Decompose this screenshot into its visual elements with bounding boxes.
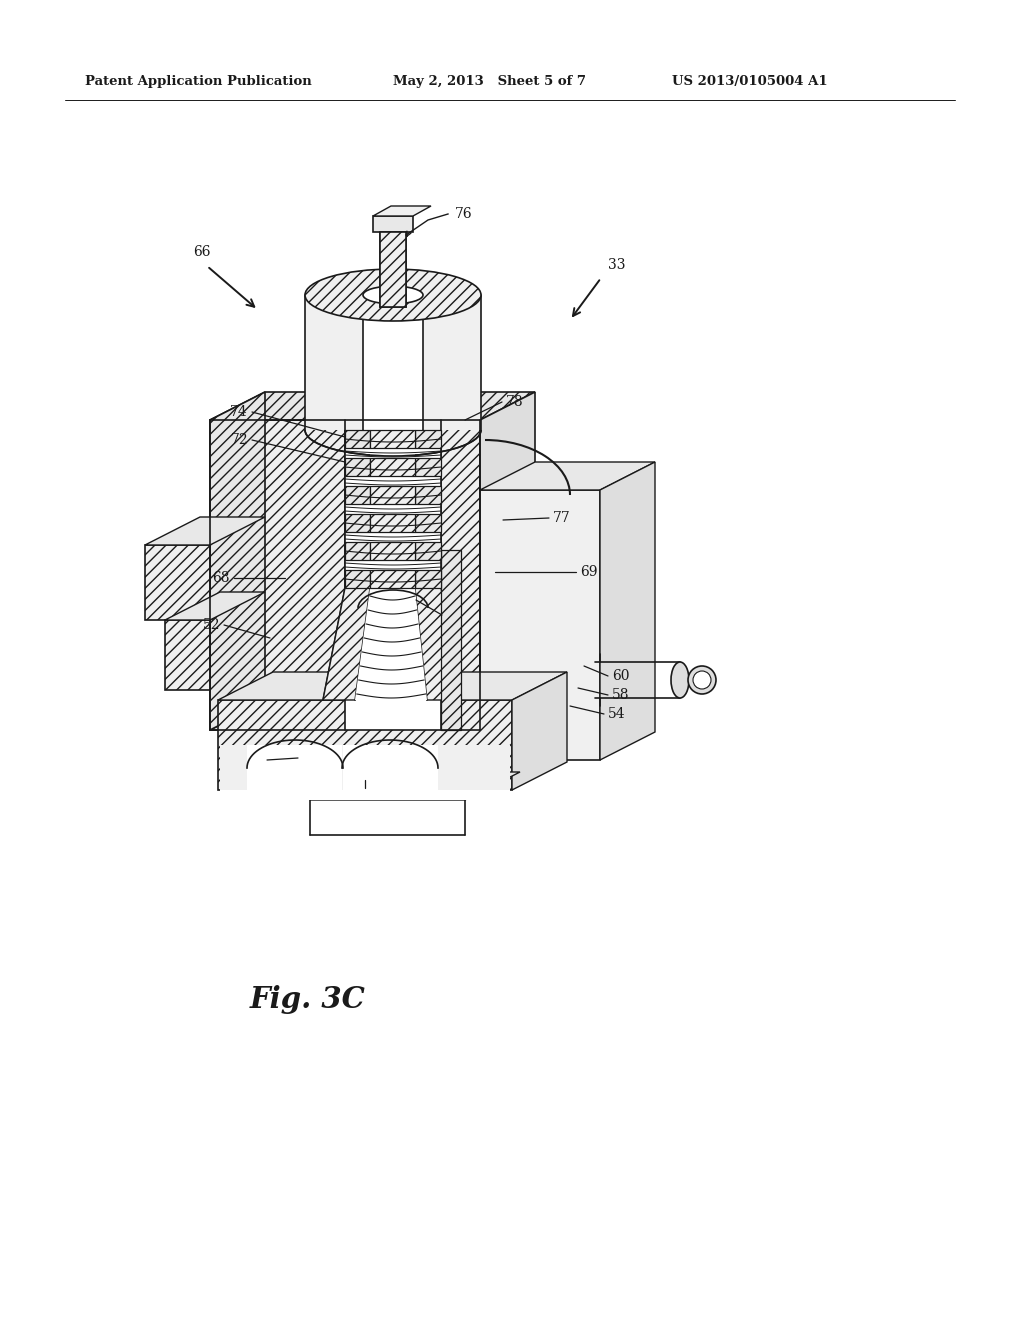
Polygon shape bbox=[345, 458, 370, 477]
Polygon shape bbox=[415, 570, 441, 587]
Ellipse shape bbox=[671, 663, 689, 698]
Polygon shape bbox=[370, 486, 415, 504]
Text: 76: 76 bbox=[455, 207, 473, 220]
Polygon shape bbox=[441, 550, 461, 730]
Text: 69: 69 bbox=[580, 565, 597, 579]
Polygon shape bbox=[355, 587, 427, 700]
Polygon shape bbox=[373, 216, 413, 232]
Text: 56: 56 bbox=[356, 785, 374, 799]
Polygon shape bbox=[373, 206, 431, 216]
Text: 66: 66 bbox=[193, 246, 211, 259]
Polygon shape bbox=[480, 392, 535, 730]
Polygon shape bbox=[480, 490, 600, 760]
Text: US 2013/0105004 A1: US 2013/0105004 A1 bbox=[672, 75, 827, 88]
Polygon shape bbox=[480, 462, 655, 490]
Polygon shape bbox=[600, 462, 655, 760]
Polygon shape bbox=[370, 420, 415, 730]
Polygon shape bbox=[345, 420, 441, 730]
Ellipse shape bbox=[305, 269, 481, 321]
Text: 54: 54 bbox=[608, 708, 626, 721]
Polygon shape bbox=[370, 570, 415, 587]
Polygon shape bbox=[370, 513, 415, 532]
Text: 68: 68 bbox=[213, 572, 230, 585]
Polygon shape bbox=[415, 458, 441, 477]
Text: 77: 77 bbox=[553, 511, 570, 525]
Polygon shape bbox=[345, 513, 370, 532]
Polygon shape bbox=[165, 620, 210, 690]
Polygon shape bbox=[220, 744, 247, 789]
Text: 52: 52 bbox=[203, 618, 220, 632]
Polygon shape bbox=[305, 294, 362, 430]
Text: 33: 33 bbox=[608, 257, 626, 272]
Polygon shape bbox=[370, 458, 415, 477]
Polygon shape bbox=[380, 232, 406, 308]
Text: Fig. 3C: Fig. 3C bbox=[250, 986, 366, 1015]
Polygon shape bbox=[323, 587, 370, 700]
Polygon shape bbox=[345, 486, 370, 504]
Polygon shape bbox=[145, 545, 210, 620]
Polygon shape bbox=[345, 430, 370, 447]
Polygon shape bbox=[165, 591, 265, 620]
Text: 78: 78 bbox=[506, 395, 523, 409]
Polygon shape bbox=[345, 570, 370, 587]
Text: 74: 74 bbox=[230, 405, 248, 418]
Text: 58: 58 bbox=[612, 688, 630, 702]
Polygon shape bbox=[145, 517, 265, 545]
Polygon shape bbox=[512, 672, 567, 789]
Polygon shape bbox=[415, 513, 441, 532]
Polygon shape bbox=[210, 702, 535, 730]
Text: May 2, 2013   Sheet 5 of 7: May 2, 2013 Sheet 5 of 7 bbox=[393, 75, 586, 88]
Polygon shape bbox=[415, 543, 441, 560]
Text: 57: 57 bbox=[246, 752, 263, 767]
Polygon shape bbox=[423, 294, 481, 430]
Ellipse shape bbox=[688, 667, 716, 694]
Polygon shape bbox=[210, 392, 265, 730]
Polygon shape bbox=[218, 672, 567, 700]
Polygon shape bbox=[415, 430, 441, 447]
Text: Patent Application Publication: Patent Application Publication bbox=[85, 75, 311, 88]
Polygon shape bbox=[415, 587, 461, 700]
Text: 60: 60 bbox=[612, 669, 630, 682]
Polygon shape bbox=[310, 772, 520, 800]
Polygon shape bbox=[370, 543, 415, 560]
Polygon shape bbox=[438, 744, 510, 789]
Polygon shape bbox=[345, 543, 370, 560]
Polygon shape bbox=[220, 744, 510, 800]
Polygon shape bbox=[210, 420, 345, 730]
Polygon shape bbox=[380, 232, 406, 308]
Polygon shape bbox=[370, 430, 415, 447]
Polygon shape bbox=[218, 700, 512, 789]
Polygon shape bbox=[305, 294, 481, 430]
Polygon shape bbox=[415, 486, 441, 504]
Text: 72: 72 bbox=[230, 433, 248, 447]
Text: 70: 70 bbox=[420, 593, 437, 607]
Ellipse shape bbox=[693, 671, 711, 689]
Polygon shape bbox=[441, 420, 480, 730]
Polygon shape bbox=[210, 392, 535, 420]
Ellipse shape bbox=[362, 286, 423, 304]
